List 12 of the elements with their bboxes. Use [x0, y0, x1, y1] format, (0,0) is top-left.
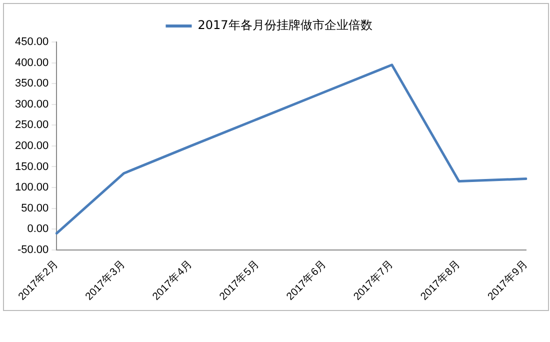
y-tick-label: 250.00 — [14, 119, 49, 132]
y-tick-label: 450.00 — [14, 36, 49, 48]
y-tick-label: -50.00 — [17, 244, 49, 256]
y-tick-label: 150.00 — [14, 160, 49, 173]
y-tick-label: 400.00 — [14, 56, 49, 69]
y-tick-label: 0.00 — [27, 223, 49, 236]
y-tick-label: 350.00 — [14, 78, 49, 90]
y-tick-label: 50.00 — [21, 202, 49, 214]
y-tick-label: 100.00 — [14, 182, 49, 194]
y-tick-label: 200.00 — [14, 140, 49, 152]
legend-label: 2017年各月份挂牌做市企业倍数 — [198, 18, 372, 32]
y-tick-label: 300.00 — [14, 98, 49, 110]
